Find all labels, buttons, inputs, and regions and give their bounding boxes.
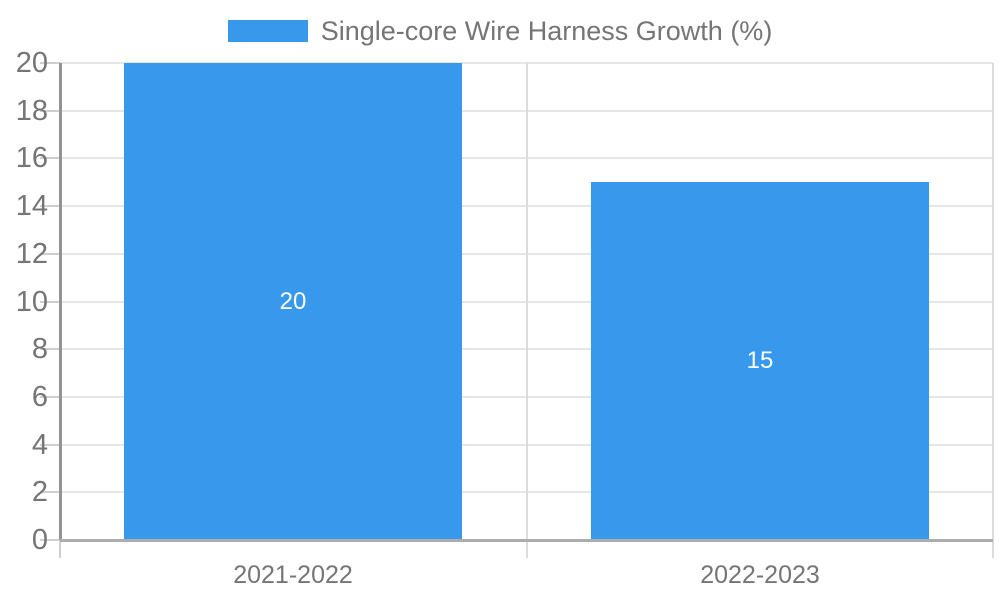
bar-value-label: 15 [746, 347, 774, 374]
bar-value-label: 20 [279, 288, 307, 315]
y-tick-mark [40, 62, 60, 64]
y-tick-mark [40, 301, 60, 303]
category-boundary-gridline [526, 63, 528, 558]
y-tick-label: 10 [15, 286, 48, 318]
y-tick-label: 14 [15, 190, 48, 222]
y-tick-mark [40, 253, 60, 255]
y-tick-mark [40, 396, 60, 398]
y-axis-line [59, 63, 62, 540]
x-tick-label: 2021-2022 [233, 561, 353, 589]
y-tick-label: 6 [31, 381, 48, 413]
y-tick-label: 18 [15, 95, 48, 127]
legend-label: Single-core Wire Harness Growth (%) [320, 15, 773, 46]
y-tick-label: 16 [15, 142, 48, 174]
y-tick-mark [40, 110, 60, 112]
y-tick-mark [40, 348, 60, 350]
y-tick-label: 2 [31, 476, 48, 508]
y-tick-label: 12 [15, 238, 48, 270]
y-tick-mark [40, 539, 60, 541]
x-tick-label: 2022-2023 [700, 561, 820, 589]
x-axis-baseline [60, 539, 993, 542]
category-boundary-gridline [992, 63, 994, 558]
y-tick-label: 20 [15, 47, 48, 79]
y-tick-mark [40, 444, 60, 446]
y-tick-label: 0 [31, 524, 48, 556]
legend-swatch [227, 20, 308, 42]
y-tick-mark [40, 157, 60, 159]
y-tick-mark [40, 205, 60, 207]
y-tick-mark [40, 491, 60, 493]
bar-2022-2023 [591, 182, 929, 540]
y-axis-tick-stub [59, 540, 61, 558]
y-tick-label: 4 [31, 429, 48, 461]
bar-2021-2022 [124, 63, 462, 540]
legend[interactable]: Single-core Wire Harness Growth (%) [0, 16, 1000, 46]
y-tick-label: 8 [31, 333, 48, 365]
